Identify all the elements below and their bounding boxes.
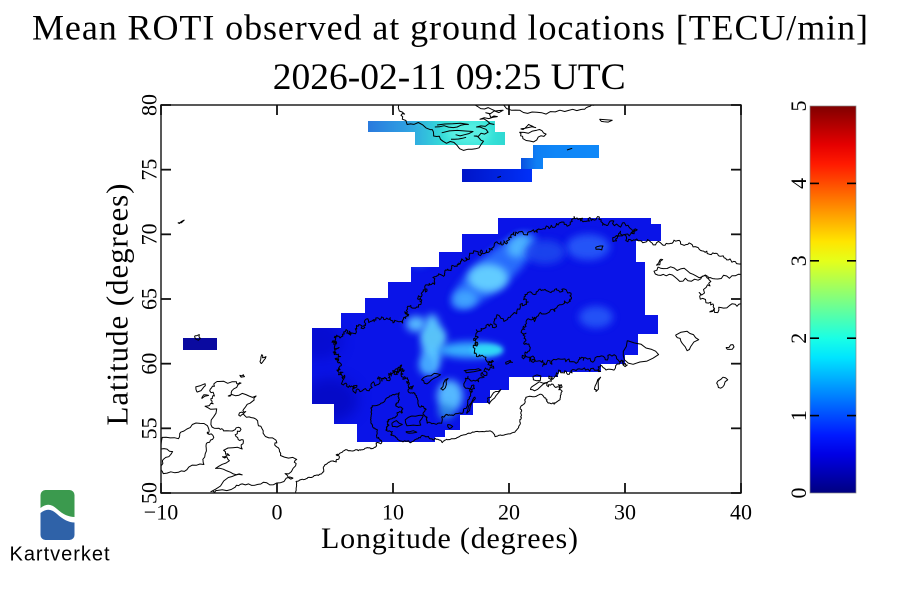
svg-text:10: 10 bbox=[382, 500, 404, 525]
svg-text:75: 75 bbox=[137, 159, 162, 181]
svg-text:0: 0 bbox=[786, 488, 811, 499]
svg-text:Latitude (degrees): Latitude (degrees) bbox=[100, 184, 135, 426]
svg-text:70: 70 bbox=[137, 223, 162, 245]
svg-text:Kartverket: Kartverket bbox=[10, 544, 110, 566]
svg-text:−10: −10 bbox=[144, 500, 178, 525]
svg-text:0: 0 bbox=[272, 500, 283, 525]
svg-text:20: 20 bbox=[498, 500, 520, 525]
svg-text:2026-02-11 09:25 UTC: 2026-02-11 09:25 UTC bbox=[273, 57, 626, 98]
svg-text:80: 80 bbox=[137, 94, 162, 116]
svg-text:Longitude (degrees): Longitude (degrees) bbox=[321, 522, 578, 555]
svg-text:40: 40 bbox=[730, 500, 752, 525]
svg-text:5: 5 bbox=[786, 101, 811, 112]
svg-text:4: 4 bbox=[786, 178, 811, 189]
svg-text:2: 2 bbox=[786, 333, 811, 344]
svg-text:1: 1 bbox=[786, 410, 811, 421]
svg-text:50: 50 bbox=[137, 482, 162, 504]
svg-text:Mean ROTI observed at ground l: Mean ROTI observed at ground locations [… bbox=[32, 8, 868, 48]
svg-text:65: 65 bbox=[137, 288, 162, 310]
svg-text:60: 60 bbox=[137, 353, 162, 375]
svg-text:30: 30 bbox=[614, 500, 636, 525]
svg-text:3: 3 bbox=[786, 255, 811, 266]
svg-text:55: 55 bbox=[137, 417, 162, 439]
